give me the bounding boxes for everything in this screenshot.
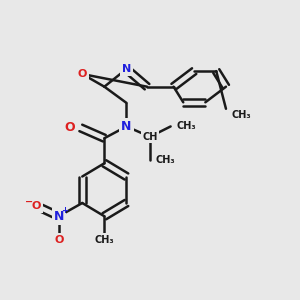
Text: N: N — [121, 120, 132, 133]
Text: N: N — [122, 64, 131, 74]
Text: O: O — [32, 201, 41, 211]
Text: −: − — [25, 196, 33, 206]
Text: O: O — [78, 69, 87, 79]
Text: O: O — [54, 235, 63, 245]
Text: CH₃: CH₃ — [156, 155, 176, 165]
Text: O: O — [64, 122, 75, 134]
Text: CH₃: CH₃ — [94, 235, 114, 245]
Text: +: + — [61, 206, 68, 215]
Text: CH: CH — [142, 132, 158, 142]
Text: CH₃: CH₃ — [176, 122, 196, 131]
Text: N: N — [53, 210, 64, 223]
Text: CH₃: CH₃ — [232, 110, 251, 120]
